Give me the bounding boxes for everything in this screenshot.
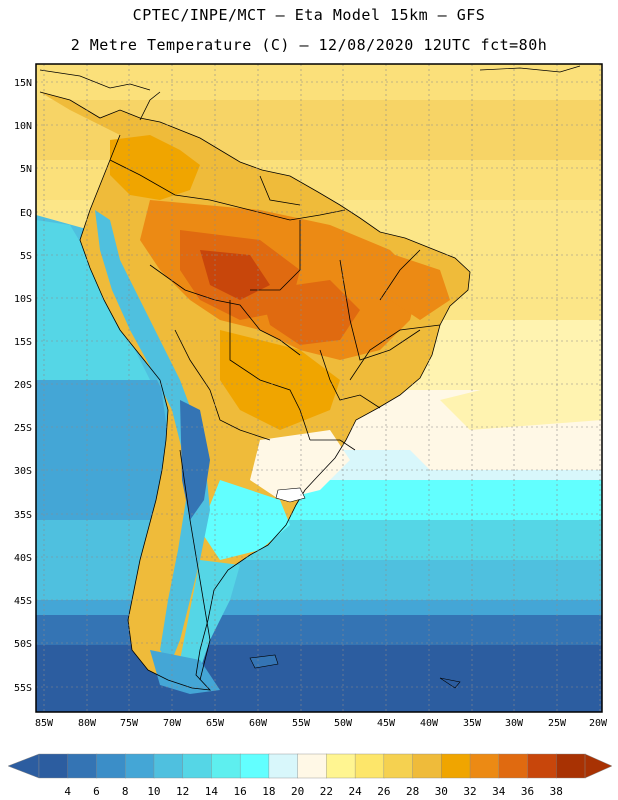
lat-label: 45S (14, 596, 32, 607)
colorbar-label: 32 (463, 785, 476, 798)
colorbar-label: 6 (93, 785, 100, 798)
lon-label: 60W (249, 718, 268, 729)
temperature-field (36, 64, 602, 712)
map-gridlines (36, 64, 602, 712)
temperature-colorbar: 4 6 8 10 12 14 16 18 20 22 24 26 28 30 32 34 36 38 (7, 753, 613, 798)
lat-label: 50S (14, 639, 32, 650)
map-title-line-2: 2 Metre Temperature (C) – 12/08/2020 12U… (70, 36, 548, 54)
colorbar-label: 14 (205, 785, 219, 798)
colorbar-label: 34 (492, 785, 506, 798)
lon-label: 55W (292, 718, 311, 729)
colorbar-swatch (297, 753, 328, 779)
colorbar-label: 16 (234, 785, 247, 798)
lon-label: 30W (505, 718, 524, 729)
lon-label: 65W (206, 718, 225, 729)
lat-label: 55S (14, 683, 32, 694)
lon-label: 50W (334, 718, 353, 729)
colorbar-swatch (498, 753, 529, 779)
lat-label: EQ (20, 208, 32, 219)
map-title-line-1: CPTEC/INPE/MCT – Eta Model 15km – GFS (132, 6, 486, 24)
colorbar-label: 26 (377, 785, 390, 798)
colorbar-label: 22 (320, 785, 333, 798)
colorbar-swatch (239, 753, 270, 779)
lon-label: 45W (377, 718, 396, 729)
colorbar-swatch (556, 753, 586, 779)
lat-label: 10S (14, 294, 32, 305)
colorbar-label: 30 (435, 785, 448, 798)
colorbar-swatch (268, 753, 299, 779)
colorbar-label: 18 (262, 785, 275, 798)
lat-label: 20S (14, 380, 32, 391)
colorbar-label: 20 (291, 785, 304, 798)
colorbar-label: 10 (147, 785, 160, 798)
lat-label: 15N (14, 78, 32, 89)
colorbar-swatch (326, 753, 356, 779)
latitude-labels: 15N 10N 5N EQ 5S 10S 15S 20S 25S 30S 35S… (14, 78, 32, 694)
lon-label: 80W (78, 718, 97, 729)
lon-label: 75W (120, 718, 139, 729)
colorbar-swatch (412, 753, 443, 779)
colorbar-swatch (211, 753, 241, 779)
lat-label: 35S (14, 510, 32, 521)
colorbar-swatch (354, 753, 385, 779)
longitude-labels: 85W 80W 75W 70W 65W 60W 55W 50W 45W 40W … (35, 718, 608, 729)
lon-label: 35W (463, 718, 482, 729)
colorbar-low-arrow (7, 753, 40, 779)
colorbar-swatch (383, 753, 414, 779)
colorbar-label: 28 (406, 785, 419, 798)
colorbar-swatch (441, 753, 471, 779)
colorbar-swatch (153, 753, 184, 779)
colorbar-swatch (38, 753, 69, 779)
lat-label: 40S (14, 553, 32, 564)
colorbar-label: 38 (550, 785, 563, 798)
lon-label: 20W (589, 718, 608, 729)
lat-label: 5S (20, 251, 32, 262)
lat-label: 25S (14, 423, 32, 434)
colorbar-swatch (469, 753, 500, 779)
colorbar-label: 12 (176, 785, 189, 798)
colorbar-label: 36 (521, 785, 534, 798)
colorbar-swatch (182, 753, 213, 779)
map-frame (35, 63, 603, 713)
colorbar-swatch (67, 753, 98, 779)
lat-label: 30S (14, 466, 32, 477)
lon-label: 25W (548, 718, 567, 729)
lon-label: 40W (420, 718, 439, 729)
colorbar-swatch (527, 753, 557, 779)
colorbar-high-arrow (584, 753, 613, 779)
lat-label: 15S (14, 337, 32, 348)
colorbar-swatch (125, 753, 155, 779)
colorbar-label: 8 (122, 785, 129, 798)
lat-label: 5N (20, 164, 32, 175)
colorbar-label: 24 (348, 785, 362, 798)
lat-label: 10N (14, 121, 32, 132)
lon-label: 70W (163, 718, 182, 729)
colorbar-swatch (96, 753, 126, 779)
colorbar-label: 4 (64, 785, 71, 798)
lon-label: 85W (35, 718, 54, 729)
